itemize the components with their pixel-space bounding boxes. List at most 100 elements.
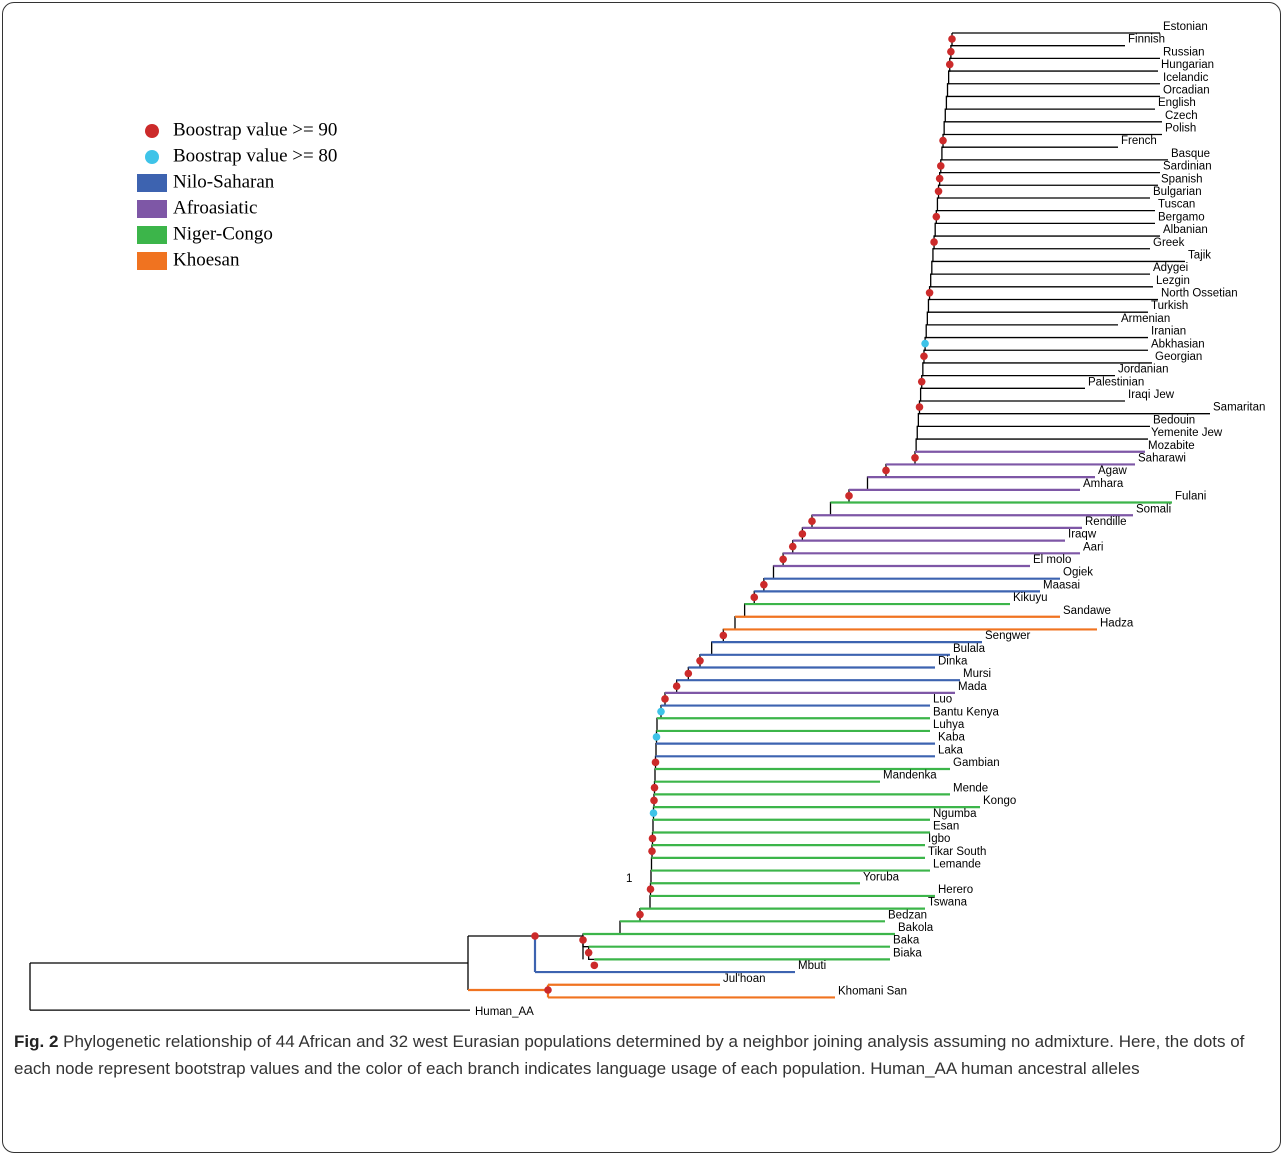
leaf-label: Armenian [1121,313,1170,325]
legend-label: Khoesan [173,249,240,270]
bootstrap-dot [945,60,954,69]
legend-dot [145,124,159,138]
leaf-label: Luo [933,694,952,706]
bootstrap-dot [719,631,728,640]
leaf-label: Jul'hoan [723,973,765,985]
leaf-label: Iraqi Jew [1128,389,1175,401]
bootstrap-dot [750,593,759,602]
leaf-label: Mada [958,681,987,693]
bootstrap-dot [948,35,956,43]
leaf-label: Mbuti [798,960,826,972]
leaf-label: Amhara [1083,478,1124,490]
bootstrap-dot [932,212,941,221]
legend-swatch [137,174,167,192]
leaf-label: North Ossetian [1161,288,1238,300]
leaf-label: Turkish [1151,300,1188,312]
caption-text: Phylogenetic relationship of 44 African … [14,1032,1245,1078]
leaf-label: Yemenite Jew [1151,427,1223,439]
bootstrap-dot [650,796,658,805]
leaf-label: Hadza [1100,617,1134,629]
bootstrap-dot [935,174,944,183]
leaf-label: Samaritan [1213,402,1265,414]
leaf-label: Kaba [938,732,965,744]
bootstrap-dot [651,758,660,767]
bootstrap-dot [930,238,938,246]
leaf-label: Icelandic [1163,72,1209,84]
leaf-label: Palestinian [1088,376,1144,388]
bootstrap-dot [798,530,807,538]
leaf-label: Ngumba [933,808,977,820]
leaf-label: Agaw [1098,465,1127,477]
leaf-label: Abkhasian [1151,338,1205,350]
leaf-label: Esan [933,821,959,833]
leaf-label: Polish [1165,123,1196,135]
bootstrap-dot [917,377,926,386]
leaf-label: Iraqw [1068,529,1097,541]
bootstrap-dot [636,910,644,919]
leaf-label: Somali [1136,503,1171,515]
leaf-label: Adygei [1153,262,1188,274]
leaf-label: Bakola [898,922,934,934]
bootstrap-dot [760,580,768,589]
bootstrap-dot [696,657,704,665]
leaf-label: Gambian [953,757,1000,769]
bootstrap-dot [648,847,656,855]
leaf-label: Kongo [983,795,1016,807]
leaf-label: Baka [893,935,920,947]
bootstrap-dot [531,932,539,940]
leaf-label: Dinka [938,656,968,668]
leaf-label: Laka [938,744,964,756]
legend-swatch [137,200,167,218]
bootstrap-dot [661,695,669,703]
bootstrap-dot [590,961,599,970]
bootstrap-dot [934,187,943,196]
bootstrap-dot [648,834,657,843]
leaf-label: English [1158,97,1196,109]
leaf-label: Rendille [1085,516,1127,528]
bootstrap-dot [652,733,661,741]
bootstrap-dot [657,707,665,716]
leaf-label: Ogiek [1063,567,1093,579]
bootstrap-dot [808,517,816,526]
leaf-label: Greek [1153,237,1185,249]
leaf-label: Bantu Kenya [933,706,999,718]
leaf-label: Hungarian [1161,59,1214,71]
leaf-label: Tajik [1188,249,1211,261]
bootstrap-dot [947,47,955,56]
leaf-label: Khomani San [838,985,907,997]
leaf-label: Aari [1083,541,1103,553]
leaf-label: Russian [1163,46,1205,58]
leaf-label: Lezgin [1156,275,1190,287]
leaf-label: Czech [1165,110,1198,122]
leaf-label: Biaka [893,947,922,959]
legend-label: Boostrap value >= 90 [173,119,337,140]
leaf-label: Sengwer [985,630,1031,642]
leaf-label: Jordanian [1118,364,1169,376]
legend-label: Boostrap value >= 80 [173,145,337,166]
bootstrap-dot [584,948,593,957]
bootstrap-dot [920,352,928,361]
leaf-label: Yoruba [863,871,900,883]
bootstrap-dot [921,339,929,348]
leaf-label: Maasai [1043,579,1080,591]
leaf-label: Bulgarian [1153,186,1202,198]
bootstrap-dot [915,403,924,411]
bootstrap-dot [911,453,919,462]
bootstrap-dot [650,783,659,792]
leaf-label: Mende [953,782,988,794]
bootstrap-dot [646,885,655,894]
leaf-label: Estonian [1163,21,1208,33]
legend-dot [145,150,159,164]
legend-swatch [137,226,167,244]
leaf-label: Luhya [933,719,965,731]
tree: EstonianFinnishRussianHungarianIcelandic… [29,21,1265,1018]
leaf-label: Herero [938,884,973,896]
legend-swatch [137,252,167,270]
bootstrap-dot [579,936,587,944]
leaf-label: French [1121,135,1157,147]
leaf-label: Saharawi [1138,452,1186,464]
leaf-label: Mandenka [883,770,937,782]
leaf-label: Bulala [953,643,986,655]
bootstrap-dot [845,492,853,500]
bootstrap-dot [779,555,787,564]
